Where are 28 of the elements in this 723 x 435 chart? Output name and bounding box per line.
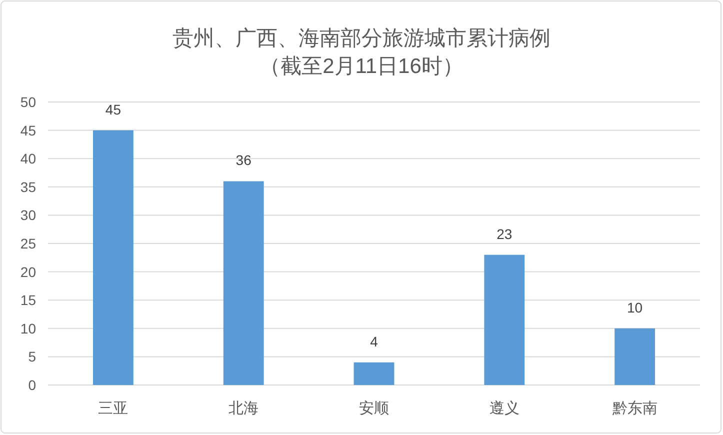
y-tick-label: 10 [20,320,36,336]
data-label: 45 [105,101,122,118]
y-tick-label: 30 [20,207,36,224]
y-tick-label: 25 [20,236,36,252]
bar [484,254,525,385]
data-label: 4 [370,333,378,350]
y-tick-label: 40 [20,150,36,167]
y-tick-label: 5 [28,348,36,365]
bar [92,130,134,385]
bar [354,362,394,385]
data-label: 23 [496,226,512,242]
y-tick-label: 0 [28,377,36,393]
x-tick-label: 黔东南 [611,400,658,417]
chart-subtitle: （截至2月11日16时） [260,55,464,78]
y-tick-label: 20 [20,264,36,280]
x-tick-label: 三亚 [98,400,128,417]
data-label: 36 [236,152,252,168]
x-tick-label: 遵义 [489,400,520,417]
x-tick-label: 北海 [228,400,259,417]
y-tick-label: 35 [20,178,36,195]
y-tick-label: 15 [20,292,36,308]
bar [614,328,656,385]
x-tick-label: 安顺 [359,400,389,417]
y-tick-label: 50 [20,94,36,110]
data-label: 10 [627,299,643,316]
bar [223,181,264,385]
chart-title: 贵州、广西、海南部分旅游城市累计病例 [172,27,550,50]
y-tick-label: 45 [20,122,36,138]
